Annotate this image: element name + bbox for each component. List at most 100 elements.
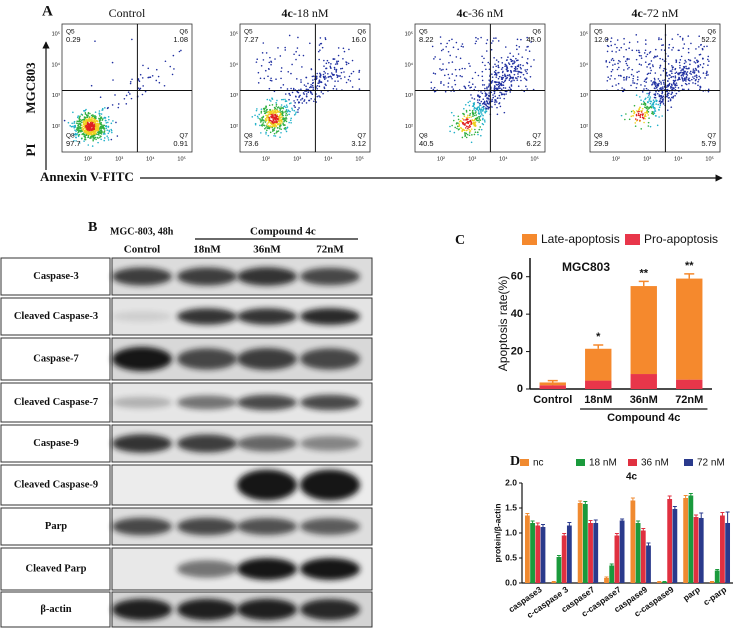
flow-dot (83, 140, 85, 142)
flow-dot (282, 98, 284, 101)
legend-label: Late-apoptosis (541, 232, 620, 246)
flow-dot (609, 78, 611, 80)
flow-dot (303, 84, 306, 86)
flow-dot (80, 121, 83, 124)
quadrant-value: 45.0 (526, 35, 541, 44)
flow-dot (637, 111, 639, 113)
flow-dot (443, 74, 446, 77)
flow-dot (652, 113, 655, 116)
y-tick-label: 1.0 (505, 527, 517, 537)
flow-dot (530, 65, 532, 68)
flow-dot (461, 117, 464, 120)
flow-dot (522, 64, 524, 67)
title-text: Control (109, 6, 146, 20)
flow-dot (491, 98, 493, 101)
flow-dot (298, 101, 300, 103)
flow-dot (640, 111, 643, 113)
lane-label: Control (124, 244, 160, 256)
flow-dot (340, 67, 342, 70)
flow-dot (104, 117, 107, 119)
flow-dot (632, 109, 634, 112)
flow-dot (261, 52, 264, 54)
flow-dot (298, 96, 300, 98)
flow-dot (471, 134, 473, 136)
blot-band (112, 396, 172, 409)
flow-dot (671, 66, 674, 69)
flow-dot (335, 71, 338, 73)
flow-dot (472, 115, 474, 118)
flow-dot (259, 121, 262, 123)
flow-dot (510, 65, 513, 68)
flow-dot (505, 59, 508, 62)
flow-dot (517, 71, 520, 73)
flow-dot (285, 108, 288, 111)
flow-dot (267, 114, 270, 116)
flow-dot (265, 126, 267, 129)
flow-dot (284, 128, 287, 131)
flow-dot (87, 124, 90, 127)
flow-dot (503, 111, 506, 114)
flow-dot (476, 108, 478, 111)
flow-dot (276, 121, 278, 124)
flow-dot (483, 101, 486, 104)
flow-dot (478, 99, 481, 101)
flow-dot (469, 130, 471, 133)
flow-dot (654, 72, 657, 74)
blot-label-box (0, 424, 111, 463)
flow-dot (501, 74, 504, 77)
flow-dot (472, 112, 475, 115)
flow-dot (677, 49, 680, 52)
flow-dot (681, 37, 684, 40)
flow-dot (623, 43, 625, 45)
blot-band (177, 348, 237, 370)
flow-dot (342, 57, 344, 60)
flow-dot (105, 124, 107, 127)
flow-dot (617, 82, 620, 85)
quadrant-value: 1.08 (173, 35, 188, 44)
flow-dot (633, 112, 635, 115)
flow-dot (485, 100, 488, 102)
flow-dot (290, 72, 292, 75)
flow-dot (74, 134, 77, 136)
flow-dot (100, 138, 102, 141)
flow-dot (294, 106, 296, 108)
flow-dot (625, 113, 627, 115)
flow-dot (325, 67, 327, 70)
flow-dot (639, 96, 641, 98)
flow-dot (466, 118, 468, 120)
flow-dot (442, 63, 444, 65)
flow-dot (486, 87, 488, 90)
flow-dot (501, 66, 504, 69)
flow-dot (98, 131, 100, 133)
flow-dot (481, 106, 484, 109)
flow-dot (85, 134, 88, 137)
flow-dot (478, 108, 481, 111)
flow-dot (526, 62, 529, 65)
blot-band (300, 267, 360, 286)
flow-dot (267, 75, 269, 78)
flow-dot (471, 111, 474, 113)
flow-dot (358, 88, 361, 90)
flow-dot (281, 107, 284, 109)
flow-dot (139, 87, 142, 90)
flow-dot (682, 47, 685, 50)
flow-dot (281, 110, 284, 113)
flow-dot (287, 109, 290, 112)
flow-dot (472, 113, 475, 116)
flow-dot (347, 62, 350, 65)
bar-segment (676, 278, 703, 380)
flow-dot (679, 35, 682, 38)
flow-dot (324, 37, 327, 39)
flow-dot (155, 79, 158, 82)
flow-dot (498, 71, 500, 74)
flow-dot (104, 119, 107, 122)
flow-dot (635, 94, 638, 96)
flow-dot (325, 62, 328, 65)
flow-dot (510, 70, 512, 73)
flow-dot (500, 88, 503, 91)
title-text: -18 nM (293, 6, 329, 20)
flow-dot (457, 115, 460, 118)
flow-dot (639, 116, 642, 119)
flow-dot (465, 132, 468, 135)
error-bar (593, 344, 604, 349)
